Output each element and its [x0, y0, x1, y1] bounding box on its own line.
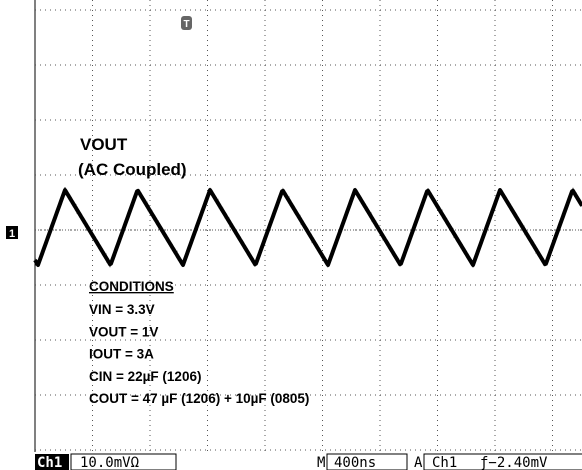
condition-line: CIN = 22µF (1206): [89, 369, 201, 384]
graticule: [35, 0, 582, 452]
waveform: [35, 190, 582, 265]
coupling-label: (AC Coupled): [78, 160, 187, 179]
status-channel: Ch1: [37, 455, 62, 470]
trace-label: VOUT: [80, 135, 128, 154]
status-trigger-source: Ch1: [432, 455, 457, 470]
trigger-marker-label: T: [183, 19, 189, 30]
conditions-list: VIN = 3.3V VOUT = 1V IOUT = 3A CIN = 22µF (…: [89, 302, 309, 406]
status-timebase: 400ns: [334, 455, 376, 470]
status-bar: Ch1 10.0mVΩ M 400ns A Ch1 ƒ−2.40mV: [0, 452, 582, 470]
condition-line: VIN = 3.3V: [89, 302, 155, 317]
condition-line: COUT = 47 µF (1206) + 10µF (0805): [89, 391, 309, 406]
condition-line: VOUT = 1V: [89, 324, 158, 339]
conditions-heading: CONDITIONS: [89, 279, 174, 294]
condition-line: IOUT = 3A: [89, 347, 154, 362]
status-m: M: [317, 455, 325, 470]
status-trigger-level: ƒ−2.40mV: [480, 455, 548, 470]
channel-marker-label: 1: [9, 228, 15, 240]
waveform-noise: [35, 187, 582, 267]
scope-screen: VOUT (AC Coupled) CONDITIONS VIN = 3.3VV…: [0, 0, 582, 470]
status-scale: 10.0mVΩ: [80, 455, 139, 470]
status-a: A: [414, 455, 423, 470]
